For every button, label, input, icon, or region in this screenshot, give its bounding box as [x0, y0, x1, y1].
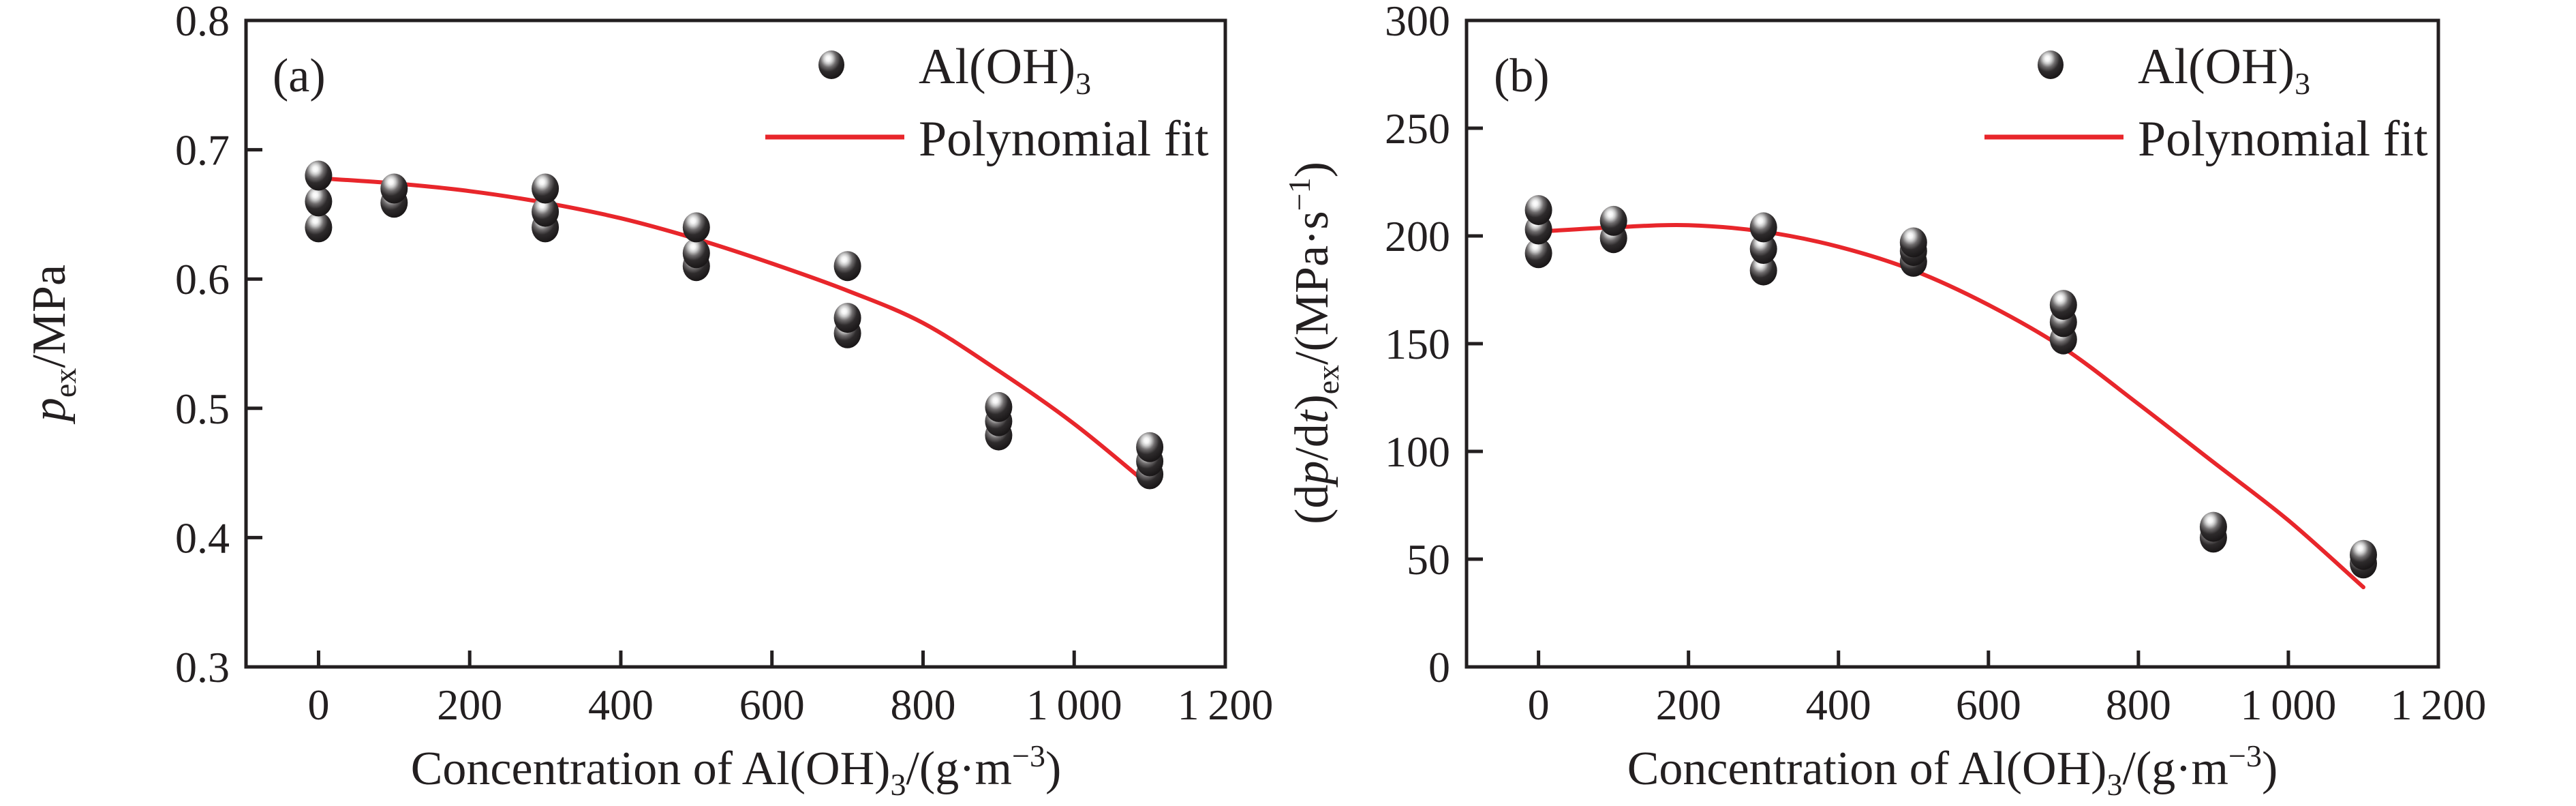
fit-curve — [316, 176, 1152, 488]
y-axis-title-b: (dp/dt)ex/(MPa·s−1) — [1282, 162, 1345, 524]
data-point — [1599, 205, 1627, 236]
panel-a-plot-layer: 0 200 400 600 800 1 000 1 200 0.3 0.4 0.5 0.6 0.7 0.… — [175, 0, 1273, 729]
legend-label-series: Al(OH)3 — [919, 39, 1091, 101]
y-tick-label: 100 — [1385, 428, 1450, 476]
data-point — [833, 303, 861, 333]
y-tick-label: 300 — [1385, 0, 1450, 45]
x-axis-title-a: Concentration of Al(OH)3/(g·m−3) — [411, 738, 1062, 802]
y-axis-title-a: pex/MPa — [23, 265, 82, 425]
legend-sphere-marker-icon — [2038, 50, 2064, 79]
panel-label-a: (a) — [273, 50, 326, 102]
y-tick-label: 250 — [1385, 104, 1450, 153]
x-tick-label: 200 — [1656, 681, 1721, 729]
x-tick-label: 800 — [890, 681, 955, 729]
y-tick-label: 200 — [1385, 212, 1450, 260]
plot-box — [244, 18, 1227, 669]
y-tick-label: 0.7 — [175, 126, 230, 175]
data-point — [2199, 511, 2227, 542]
y-tick-label: 0.8 — [175, 0, 230, 45]
legend-sphere-marker-icon — [818, 50, 844, 79]
x-tick-label: 0 — [1528, 681, 1550, 729]
data-point — [1899, 227, 1927, 258]
x-tick-label: 1 000 — [2241, 681, 2337, 729]
y-tick-label: 0.5 — [175, 385, 230, 433]
fit-curve — [1536, 222, 2365, 590]
data-point — [1749, 234, 1777, 264]
y-tick-label: 150 — [1385, 320, 1450, 368]
x-tick-label: 0 — [307, 681, 329, 729]
data-point — [1136, 432, 1164, 462]
y-tick-label: 0.6 — [175, 255, 230, 303]
data-point — [2049, 290, 2077, 320]
data-point — [305, 212, 333, 243]
legend-label-fit: Polynomial fit — [2138, 111, 2428, 167]
x-tick-label: 200 — [437, 681, 502, 729]
panel-label-b: (b) — [1494, 50, 1550, 102]
y-tick-label: 0.4 — [175, 513, 230, 562]
x-axis-title-b: Concentration of Al(OH)3/(g·m−3) — [1627, 738, 2278, 802]
data-point — [682, 238, 710, 269]
y-tick-label: 0.3 — [175, 643, 230, 691]
data-point — [380, 173, 408, 204]
legend-label-series: Al(OH)3 — [2138, 39, 2310, 101]
data-point — [1524, 195, 1552, 226]
x-tick-label: 600 — [1956, 681, 2021, 729]
x-tick-label: 1 200 — [1178, 681, 1274, 729]
data-point — [682, 212, 710, 243]
legend-label-fit: Polynomial fit — [919, 111, 1209, 167]
panel-b: 0 200 400 600 800 1 000 1 200 0 50 100 150 200 250 30… — [1282, 0, 2486, 802]
data-point — [1524, 238, 1552, 269]
data-point — [305, 186, 333, 217]
data-point — [532, 173, 559, 204]
panel-b-plot-layer: 0 200 400 600 800 1 000 1 200 0 50 100 150 200 250 30… — [1385, 0, 2486, 729]
data-point — [2350, 539, 2377, 570]
data-point — [833, 251, 861, 282]
x-tick-label: 400 — [588, 681, 654, 729]
data-point — [985, 391, 1013, 422]
x-tick-label: 800 — [2106, 681, 2171, 729]
data-point — [1749, 255, 1777, 286]
panel-a: 0 200 400 600 800 1 000 1 200 0.3 0.4 0.5 0.6 0.7 0.… — [23, 0, 1273, 802]
x-tick-label: 400 — [1806, 681, 1871, 729]
y-tick-label: 0 — [1428, 643, 1450, 691]
y-tick-label: 50 — [1407, 535, 1450, 584]
x-tick-label: 600 — [739, 681, 805, 729]
data-point — [1749, 212, 1777, 243]
data-point — [305, 160, 333, 191]
data-point — [532, 196, 559, 227]
x-tick-label: 1 200 — [2391, 681, 2487, 729]
x-tick-label: 1 000 — [1026, 681, 1122, 729]
